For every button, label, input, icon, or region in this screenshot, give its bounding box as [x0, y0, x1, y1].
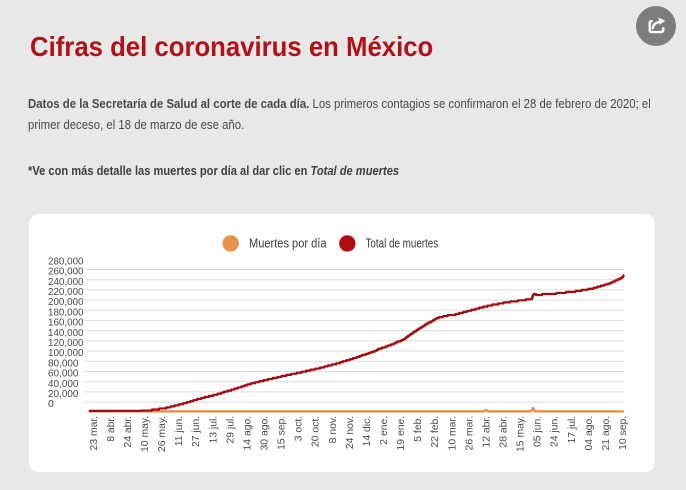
svg-text:13 jul.: 13 jul.	[208, 416, 219, 444]
svg-text:19 ene.: 19 ene.	[396, 416, 407, 451]
svg-text:10 sep.: 10 sep.	[618, 416, 629, 450]
svg-text:60,000: 60,000	[48, 368, 79, 380]
svg-text:3 oct.: 3 oct.	[294, 416, 305, 441]
svg-text:26 mar.: 26 mar.	[464, 416, 475, 451]
svg-text:17 jul.: 17 jul.	[567, 416, 578, 444]
svg-text:80,000: 80,000	[48, 357, 79, 369]
svg-text:Muertes por día: Muertes por día	[249, 236, 327, 251]
svg-text:24 jun.: 24 jun.	[550, 416, 561, 447]
svg-text:05 jun.: 05 jun.	[533, 416, 544, 447]
svg-text:140,000: 140,000	[48, 327, 84, 339]
svg-text:200,000: 200,000	[48, 296, 84, 308]
svg-text:15 may.: 15 may.	[516, 416, 527, 452]
svg-text:8 abr.: 8 abr.	[106, 416, 117, 442]
svg-text:5 feb.: 5 feb.	[413, 416, 424, 442]
svg-text:20 oct.: 20 oct.	[311, 416, 322, 447]
svg-text:29 jul.: 29 jul.	[225, 416, 236, 444]
svg-text:27 jun.: 27 jun.	[191, 416, 202, 447]
svg-text:30 ago.: 30 ago.	[260, 416, 271, 451]
svg-text:180,000: 180,000	[48, 306, 84, 318]
svg-text:24 abr.: 24 abr.	[123, 416, 134, 448]
svg-text:23 mar.: 23 mar.	[89, 416, 100, 451]
svg-text:28 abr.: 28 abr.	[499, 416, 510, 448]
svg-text:14 dic.: 14 dic.	[362, 416, 373, 447]
svg-text:2 ene.: 2 ene.	[379, 416, 390, 445]
svg-text:260,000: 260,000	[48, 266, 84, 278]
svg-text:10 mar.: 10 mar.	[447, 416, 458, 451]
svg-text:11 jun.: 11 jun.	[174, 416, 185, 446]
svg-text:100,000: 100,000	[48, 347, 84, 359]
svg-text:04 ago.: 04 ago.	[584, 416, 595, 451]
svg-text:24 nov.: 24 nov.	[345, 416, 356, 449]
svg-text:15 sep.: 15 sep.	[277, 416, 288, 450]
svg-text:12 abr.: 12 abr.	[481, 416, 492, 448]
svg-text:240,000: 240,000	[48, 276, 84, 288]
svg-text:160,000: 160,000	[48, 317, 84, 329]
svg-text:14 ago.: 14 ago.	[242, 416, 253, 451]
svg-text:0: 0	[48, 398, 54, 410]
svg-text:40,000: 40,000	[48, 378, 79, 390]
svg-text:26 may.: 26 may.	[157, 416, 168, 452]
svg-text:21 ago.: 21 ago.	[601, 416, 612, 451]
svg-text:Total de muertes: Total de muertes	[366, 236, 439, 251]
svg-text:8 nov.: 8 nov.	[328, 416, 339, 444]
svg-text:280,000: 280,000	[48, 255, 84, 267]
svg-text:22 feb.: 22 feb.	[430, 416, 441, 448]
svg-text:10 may.: 10 may.	[140, 416, 151, 452]
svg-text:20,000: 20,000	[48, 388, 79, 400]
svg-text:120,000: 120,000	[48, 337, 84, 349]
svg-text:220,000: 220,000	[48, 286, 84, 298]
